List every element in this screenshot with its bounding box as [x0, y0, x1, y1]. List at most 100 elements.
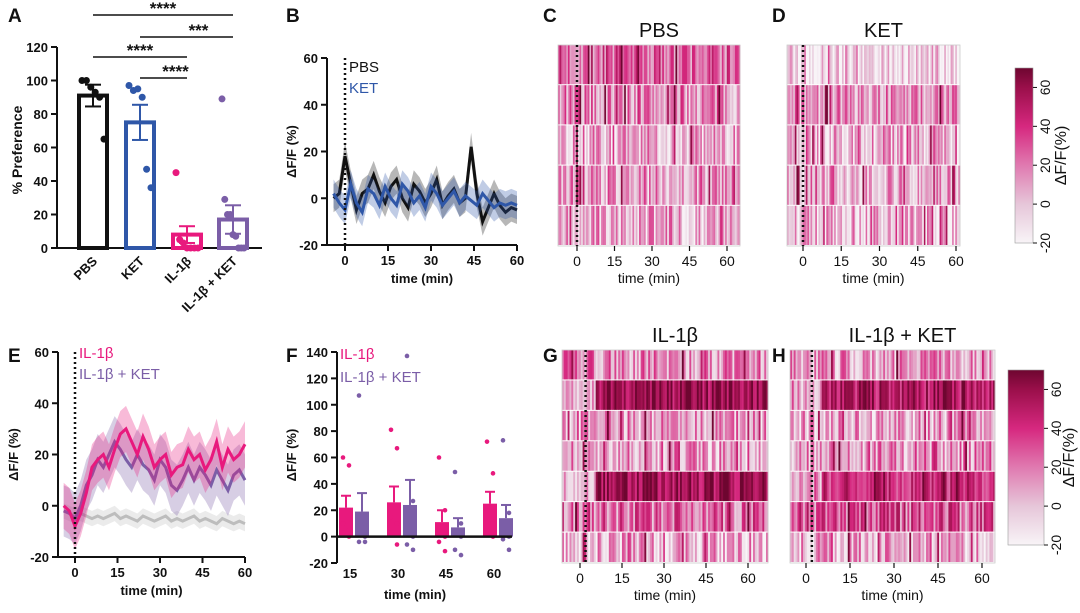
heatmap-cell	[760, 502, 763, 532]
heatmap-cell	[708, 45, 711, 85]
heatmap-cell	[952, 441, 955, 471]
heatmap-cell	[751, 471, 754, 502]
heatmap-cell	[730, 471, 733, 502]
heatmap-cell	[586, 165, 589, 205]
legend-il1b: IL-1β	[79, 345, 114, 362]
heatmap-cell	[645, 45, 648, 85]
heatmap-cell	[808, 441, 811, 471]
heatmap-cell	[756, 350, 760, 380]
heatmap-cell	[573, 441, 576, 471]
heatmap-cell	[607, 85, 610, 125]
heatmap-cell	[595, 441, 598, 471]
heatmap-cell	[655, 350, 658, 380]
heatmap-cell	[629, 380, 632, 410]
heatmap-cell	[919, 165, 922, 205]
heatmap-cell	[837, 85, 840, 125]
heatmap-cell	[865, 165, 868, 205]
heatmap-cell	[942, 410, 946, 441]
heatmap-cell	[813, 45, 816, 85]
heatmap-cell	[683, 85, 686, 125]
heatmap-cell	[640, 380, 643, 410]
heatmap-cell	[836, 410, 839, 441]
heatmap-cell	[914, 85, 917, 125]
heatmap-cell	[919, 125, 922, 165]
heatmap-cell	[942, 165, 945, 205]
heatmap-cell	[567, 350, 570, 380]
series-line	[63, 509, 246, 526]
heatmap-cell	[806, 410, 810, 441]
y-tick-label: -20	[30, 550, 49, 565]
heatmap-cell	[670, 441, 673, 471]
heatmap-cell	[594, 45, 597, 85]
heatmap-cell	[985, 532, 988, 562]
heatmap-cell	[605, 85, 609, 125]
heatmap-cell	[953, 205, 956, 245]
heatmap-cell	[815, 165, 818, 205]
heatmap-cell	[803, 471, 806, 502]
heatmap-cell	[898, 125, 901, 165]
heatmap-cell	[575, 380, 578, 410]
x-tick-label: 45	[930, 570, 946, 586]
data-point	[194, 244, 202, 252]
heatmap-cell	[756, 380, 760, 410]
heatmap-cell	[649, 85, 652, 125]
heatmap-cell	[868, 380, 871, 410]
heatmap-cell	[803, 350, 806, 380]
x-tick-label: 15	[607, 253, 623, 269]
heatmap-cell	[642, 502, 645, 532]
data-point	[442, 507, 448, 513]
heatmap-cell	[862, 85, 865, 125]
heatmap-cell	[898, 45, 901, 85]
heatmap-cell	[899, 380, 903, 410]
heatmap-cell	[803, 502, 806, 532]
heatmap-cell	[914, 45, 917, 85]
heatmap-cell	[849, 350, 852, 380]
heatmap-cell	[612, 532, 615, 562]
heatmap-cell	[708, 502, 711, 532]
heatmap-cell	[578, 502, 582, 532]
heatmap-cell	[939, 125, 942, 165]
heatmap-cell	[632, 125, 635, 165]
heatmap-cell	[826, 85, 829, 125]
heatmap-cell	[857, 350, 860, 380]
heatmap-cell	[680, 205, 683, 245]
heatmap-cell	[937, 165, 940, 205]
heatmap-cell	[924, 350, 927, 380]
heatmap-cell	[696, 502, 700, 532]
data-point	[143, 165, 151, 173]
heatmap-cell	[906, 205, 909, 245]
heatmap-cell	[631, 350, 634, 380]
heatmap-cell	[574, 85, 577, 125]
heatmap-cell	[991, 441, 994, 471]
y-tick-label: 60	[304, 51, 318, 66]
heatmap-cell	[858, 350, 862, 380]
heatmap-cell	[698, 85, 701, 125]
heatmap-cell	[689, 502, 692, 532]
heatmap-cell	[965, 350, 968, 380]
heatmap-cell	[566, 125, 569, 165]
heatmap-cell	[944, 205, 947, 245]
heatmap-cell	[864, 165, 867, 205]
heatmap-cell	[900, 85, 903, 125]
heatmap-cell	[948, 350, 951, 380]
heatmap-cell	[734, 532, 737, 562]
heatmap-cell	[644, 85, 647, 125]
heatmap-cell	[691, 471, 694, 502]
heatmap-cell	[705, 85, 708, 125]
heatmap-cell	[871, 45, 874, 85]
heatmap-cell	[903, 125, 906, 165]
heatmap-cell	[571, 125, 574, 165]
heatmap-cell	[924, 471, 927, 502]
heatmap-cell	[627, 45, 630, 85]
heatmap-cell	[870, 441, 873, 471]
heatmap-cell	[711, 502, 715, 532]
heatmap-cell	[872, 380, 875, 410]
heatmap-cell	[622, 45, 625, 85]
heatmap-cell	[658, 45, 661, 85]
heatmap-cell	[563, 350, 567, 380]
heatmap-cell	[875, 441, 878, 471]
heatmap-cell	[624, 165, 627, 205]
heatmap-cell	[675, 205, 678, 245]
heatmap-cell	[895, 45, 898, 85]
heatmap-cell	[758, 532, 761, 562]
